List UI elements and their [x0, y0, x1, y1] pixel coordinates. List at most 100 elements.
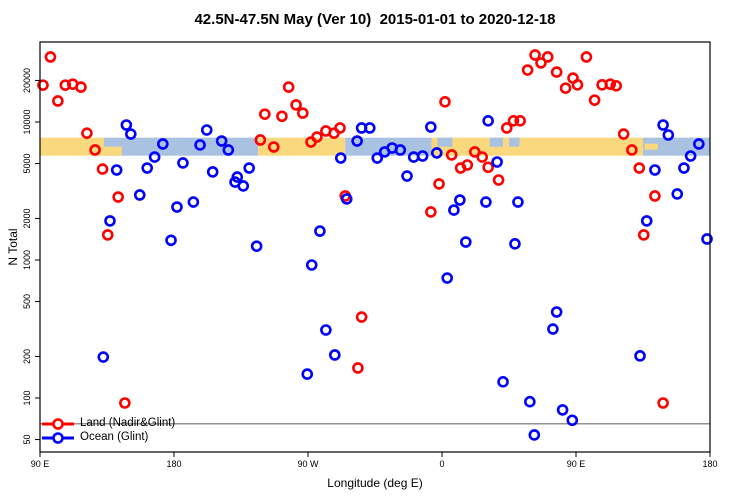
- data-point-land: [633, 162, 646, 174]
- data-point-land: [529, 49, 541, 61]
- data-point-ocean: [454, 194, 466, 206]
- data-point-ocean: [250, 240, 263, 252]
- data-point-ocean: [512, 196, 524, 208]
- data-point-ocean: [401, 170, 413, 182]
- x-tick-label: 90 E: [567, 459, 586, 469]
- data-point-land: [580, 51, 593, 63]
- data-point-ocean: [684, 150, 697, 162]
- data-point-land: [541, 51, 554, 63]
- data-point-land: [276, 110, 288, 123]
- data-point-ocean: [657, 119, 669, 131]
- data-point-land: [454, 162, 467, 174]
- data-point-ocean: [215, 135, 228, 147]
- data-point-ocean: [460, 236, 472, 248]
- data-point-land: [476, 151, 489, 163]
- data-point-ocean: [237, 180, 250, 192]
- data-point-land: [610, 79, 623, 92]
- data-point-ocean: [120, 119, 133, 131]
- data-point-ocean: [640, 215, 653, 227]
- data-point-ocean: [328, 349, 341, 361]
- data-point-land: [259, 108, 271, 120]
- band-patch-ocean: [489, 137, 504, 147]
- data-point-ocean: [320, 324, 332, 336]
- y-tick-label: 5000: [22, 154, 32, 174]
- data-point-land: [355, 311, 368, 323]
- data-point-ocean: [177, 157, 189, 169]
- x-axis-label: Longitude (deg E): [327, 476, 423, 490]
- data-point-ocean: [305, 259, 318, 271]
- data-points: [37, 49, 713, 441]
- band-patch-land: [644, 143, 658, 150]
- data-point-land: [296, 107, 309, 119]
- y-tick-label: 20000: [22, 68, 32, 93]
- data-point-ocean: [340, 193, 353, 205]
- data-point-ocean: [133, 189, 146, 201]
- y-tick-label: 50: [22, 435, 32, 445]
- data-point-land: [254, 134, 267, 146]
- data-point-ocean: [430, 147, 443, 159]
- plot-box: [39, 41, 711, 453]
- data-point-land: [637, 229, 650, 241]
- y-tick-label: 200: [22, 349, 32, 364]
- data-point-land: [559, 82, 572, 94]
- data-point-land: [588, 94, 601, 106]
- data-point-land: [112, 191, 124, 203]
- data-point-ocean: [351, 135, 363, 147]
- data-point-land: [52, 95, 64, 107]
- band-patch-ocean: [509, 137, 520, 147]
- chart-title: 42.5N-47.5N May (Ver 10) 2015-01-01 to 2…: [194, 11, 556, 28]
- data-point-ocean: [678, 162, 690, 174]
- data-point-land: [81, 127, 93, 139]
- data-point-land: [468, 146, 481, 158]
- data-point-ocean: [187, 196, 200, 208]
- data-point-ocean: [222, 144, 235, 156]
- data-point-land: [649, 190, 661, 202]
- legend-ocean-marker-icon: [52, 432, 64, 444]
- data-point-land: [89, 144, 101, 156]
- data-point-land: [445, 149, 458, 161]
- data-point-land: [604, 78, 617, 90]
- y-tick-label: 1000: [22, 250, 32, 270]
- band-patch-ocean: [437, 137, 453, 147]
- data-point-land: [44, 51, 57, 63]
- data-point-ocean: [524, 395, 536, 408]
- x-tick-label: 180: [702, 459, 717, 469]
- data-point-land: [507, 115, 520, 127]
- data-point-land: [311, 131, 323, 143]
- data-point-ocean: [448, 204, 460, 216]
- data-point-land: [334, 122, 346, 134]
- y-tick-label: 100: [22, 390, 32, 405]
- data-point-ocean: [416, 150, 429, 162]
- data-point-land: [59, 79, 72, 91]
- data-point-land: [617, 128, 630, 140]
- data-point-ocean: [314, 225, 326, 237]
- data-point-land: [514, 115, 526, 127]
- x-tick-label: 180: [166, 459, 181, 469]
- data-point-land: [433, 178, 445, 190]
- legend-markers: [42, 418, 74, 444]
- data-point-ocean: [171, 201, 183, 213]
- data-point-ocean: [363, 122, 376, 134]
- data-point-ocean: [194, 139, 206, 151]
- data-point-land: [37, 79, 49, 91]
- data-point-ocean: [110, 164, 123, 176]
- data-point-land: [267, 141, 280, 153]
- data-point-ocean: [482, 115, 494, 127]
- data-point-land: [96, 163, 109, 175]
- data-point-ocean: [671, 188, 684, 200]
- data-point-ocean: [157, 138, 169, 150]
- data-point-land: [492, 174, 505, 186]
- data-point-ocean: [200, 124, 213, 136]
- data-point-ocean: [425, 121, 437, 133]
- axis-ticks: 90 E 180 90 W 0 90 E 180 50 100 200 500 1000 2000 50…: [22, 68, 718, 469]
- data-point-land: [626, 144, 638, 156]
- data-point-ocean: [125, 128, 137, 140]
- data-point-ocean: [371, 152, 384, 164]
- x-tick-label: 90 E: [31, 459, 50, 469]
- data-point-ocean: [509, 238, 521, 250]
- data-point-ocean: [701, 233, 713, 245]
- legend-land-marker-icon: [52, 418, 64, 430]
- data-point-land: [119, 397, 131, 409]
